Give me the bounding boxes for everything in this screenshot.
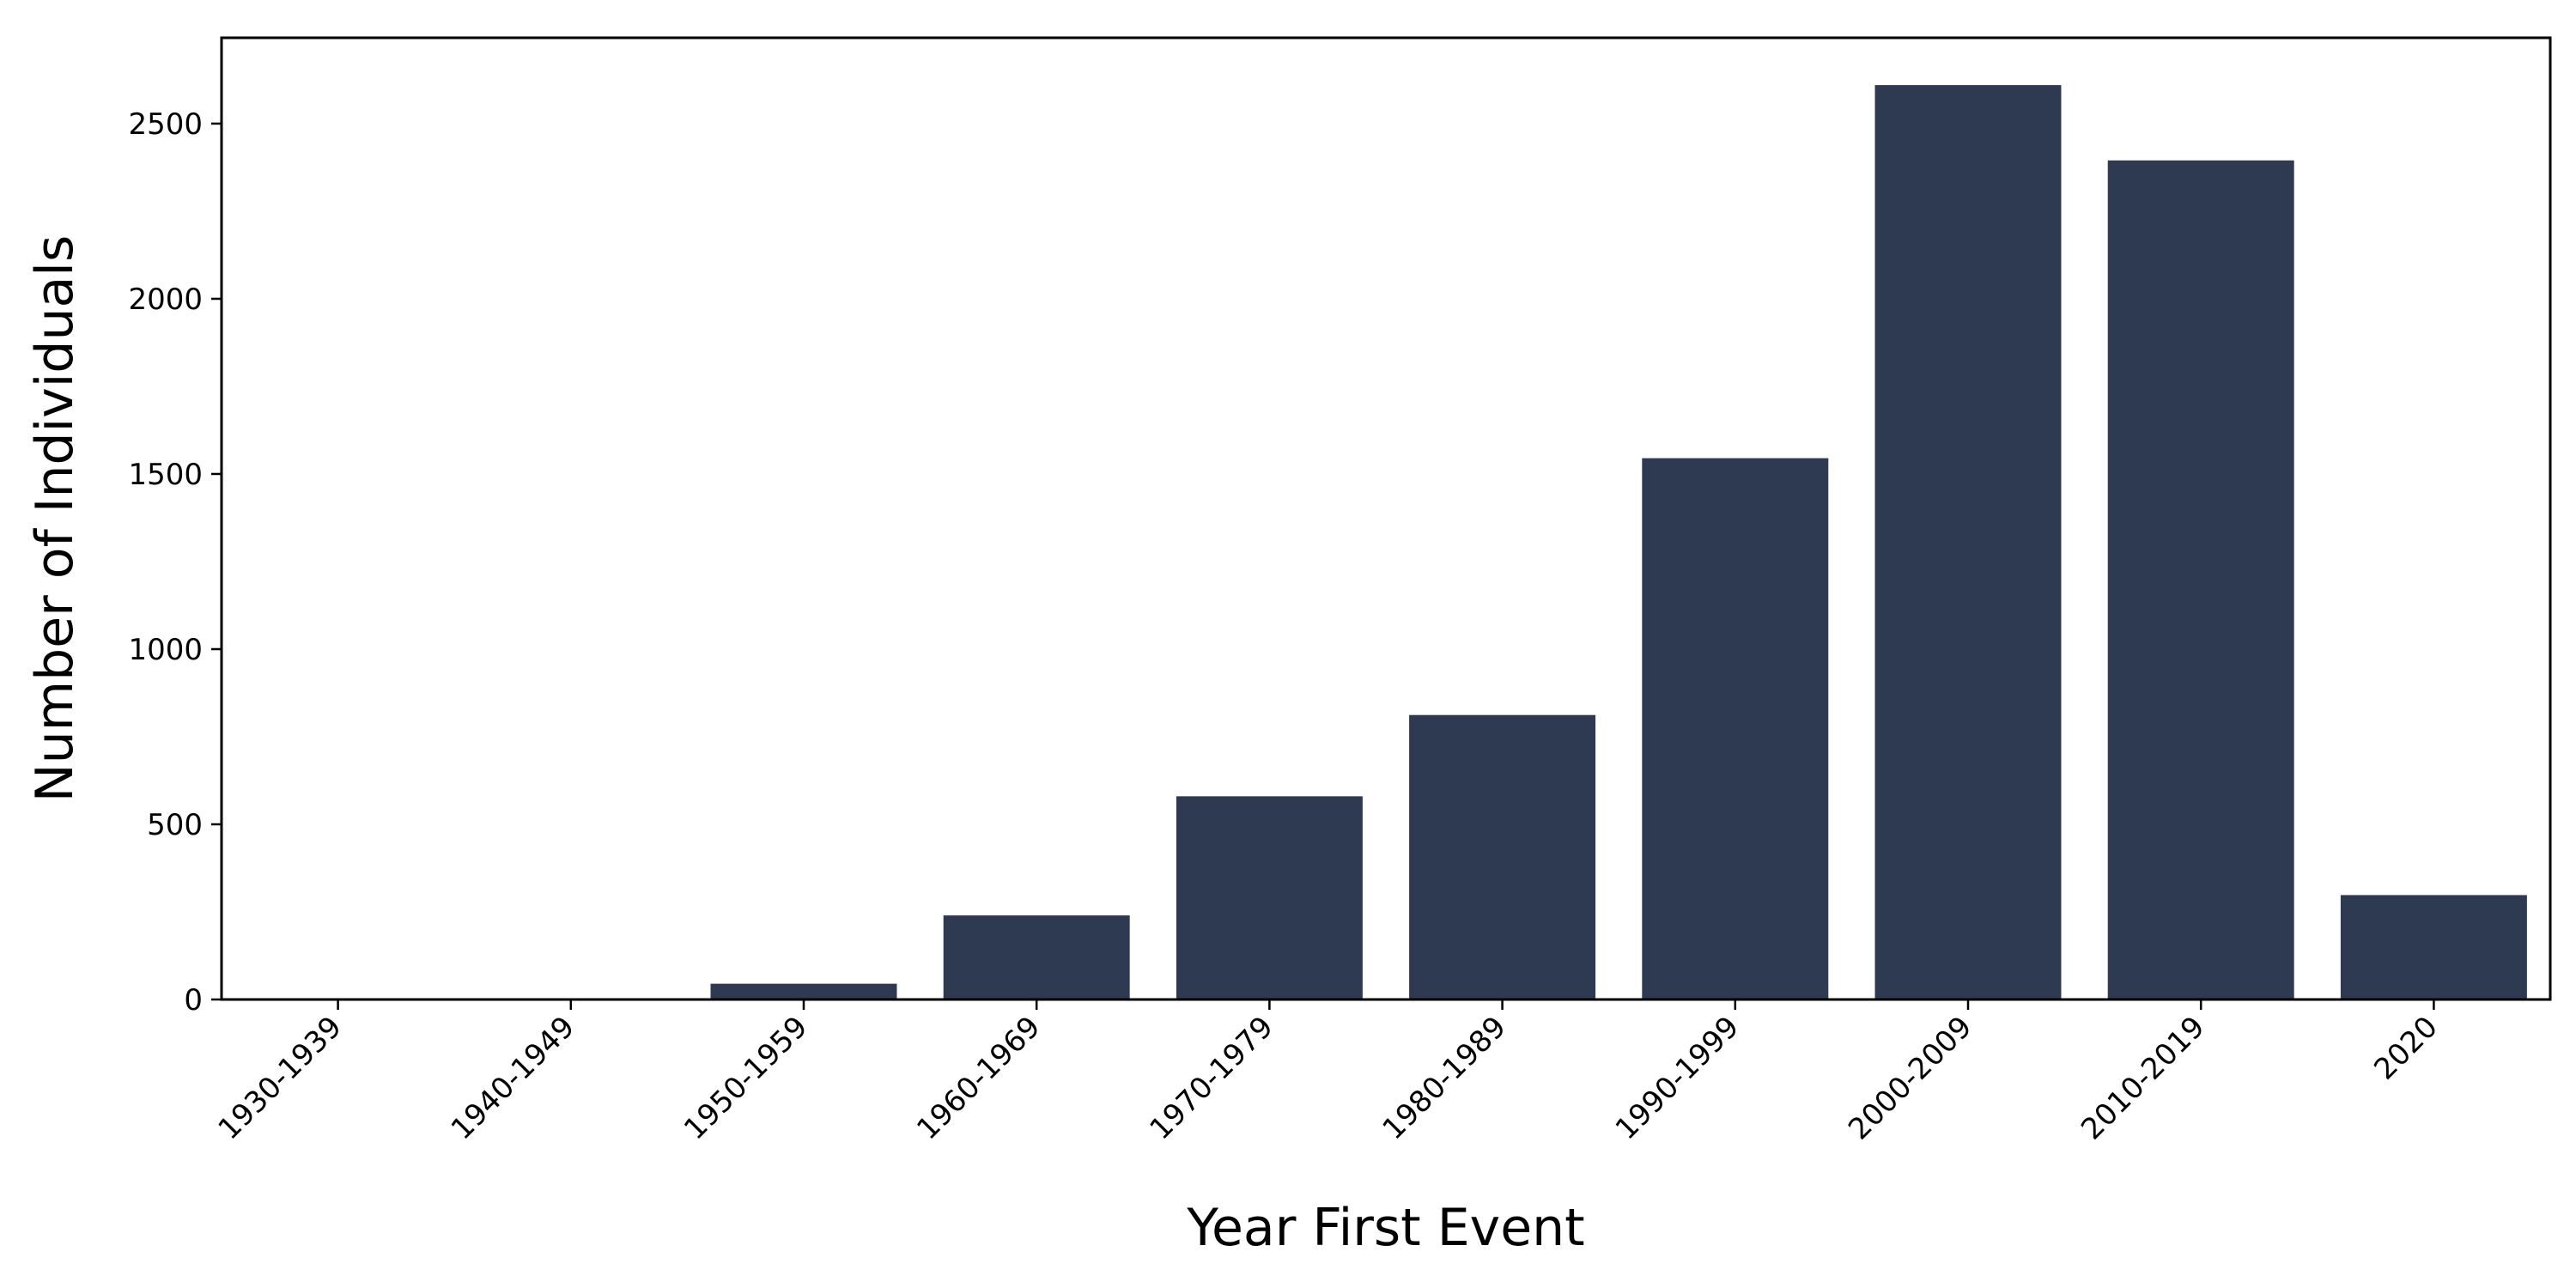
x-tick-label: 1950-1959 <box>677 1010 814 1146</box>
bar-1990-1999 <box>1642 458 1829 999</box>
x-tick-label: 1930-1939 <box>212 1010 349 1146</box>
bar-2020 <box>2340 895 2527 999</box>
x-tick-label: 2000-2009 <box>1842 1010 1978 1146</box>
y-tick-label: 2000 <box>128 283 203 317</box>
x-tick-label: 1940-1949 <box>445 1010 581 1146</box>
plot-frame <box>220 36 2552 1001</box>
x-tick-label: 1990-1999 <box>1609 1010 1746 1146</box>
bar-2010-2019 <box>2107 160 2294 999</box>
y-tick-label: 2500 <box>128 107 203 142</box>
bar-2000-2009 <box>1874 85 2062 999</box>
x-axis-label: Year First Event <box>1186 1198 1584 1258</box>
y-tick-label: 1500 <box>128 458 203 492</box>
x-axis-ticks: 1930-1939 1940-1949 1950-1959 1960-1969 1970… <box>212 999 2445 1146</box>
y-axis-label: Number of Individuals <box>25 235 85 802</box>
bar-1960-1969 <box>943 915 1130 999</box>
bars-group <box>245 85 2527 999</box>
bar-1980-1989 <box>1409 714 1596 999</box>
bar-1970-1979 <box>1176 796 1363 999</box>
x-tick-label: 1960-1969 <box>910 1010 1047 1146</box>
x-tick-label: 1970-1979 <box>1143 1010 1279 1146</box>
x-tick-label: 2010-2019 <box>2075 1010 2211 1146</box>
bar-1950-1959 <box>710 983 897 999</box>
x-tick-label: 1980-1989 <box>1376 1010 1513 1146</box>
y-tick-label: 0 <box>184 983 203 1018</box>
y-tick-label: 1000 <box>128 633 203 667</box>
y-tick-label: 500 <box>147 808 203 842</box>
x-tick-label: 2020 <box>2367 1010 2444 1086</box>
y-axis-ticks: 0 500 1000 1500 2000 2500 <box>128 107 222 1018</box>
